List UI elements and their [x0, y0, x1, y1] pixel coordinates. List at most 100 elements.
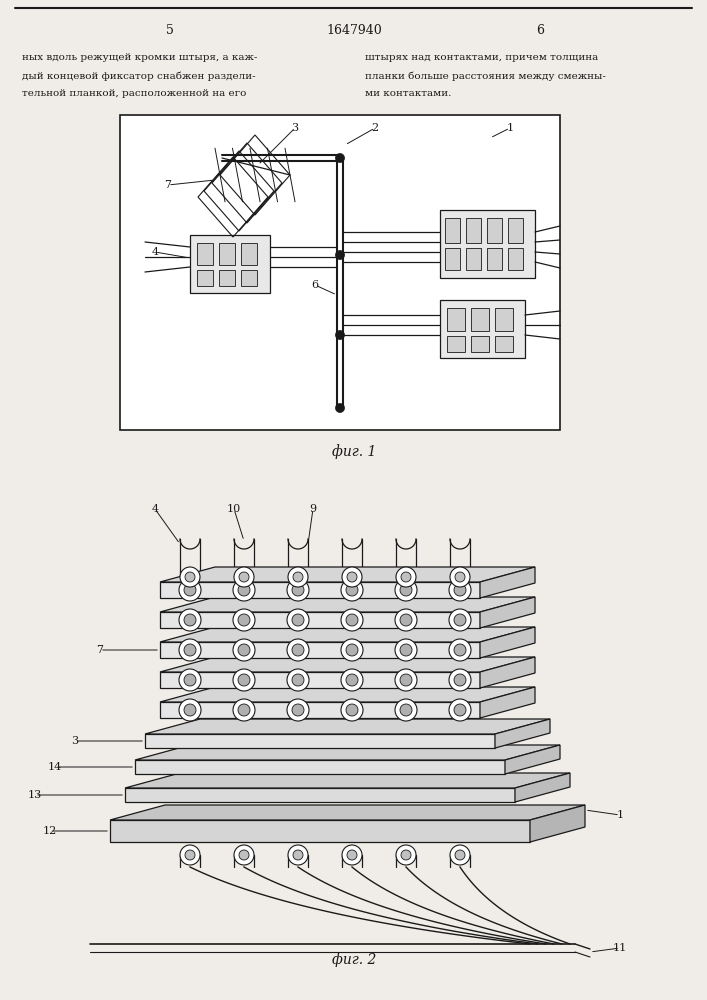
Circle shape	[400, 704, 412, 716]
Circle shape	[346, 614, 358, 626]
Circle shape	[449, 579, 471, 601]
Bar	[495, 336, 513, 352]
Text: 1: 1	[506, 123, 513, 133]
Circle shape	[454, 614, 466, 626]
Bar	[447, 308, 465, 331]
Circle shape	[400, 584, 412, 596]
Bar	[197, 243, 213, 265]
Bar	[197, 270, 213, 286]
Circle shape	[233, 639, 255, 661]
Circle shape	[346, 644, 358, 656]
Circle shape	[336, 403, 344, 412]
Circle shape	[288, 845, 308, 865]
Bar	[241, 243, 257, 265]
Text: дый концевой фиксатор снабжен раздели-: дый концевой фиксатор снабжен раздели-	[22, 71, 256, 81]
Text: штырях над контактами, причем толщина: штырях над контактами, причем толщина	[365, 53, 598, 62]
Bar	[471, 308, 489, 331]
Circle shape	[400, 674, 412, 686]
Circle shape	[450, 845, 470, 865]
Polygon shape	[505, 745, 560, 774]
Polygon shape	[125, 773, 570, 788]
Polygon shape	[160, 672, 480, 688]
Circle shape	[450, 567, 470, 587]
Polygon shape	[495, 719, 550, 748]
Circle shape	[233, 669, 255, 691]
Polygon shape	[160, 597, 535, 612]
Circle shape	[233, 579, 255, 601]
Circle shape	[179, 669, 201, 691]
Polygon shape	[110, 805, 585, 820]
Text: 11: 11	[613, 943, 627, 953]
Circle shape	[287, 669, 309, 691]
Circle shape	[341, 639, 363, 661]
Bar	[471, 336, 489, 352]
Text: 13: 13	[28, 790, 42, 800]
Circle shape	[396, 567, 416, 587]
Circle shape	[346, 584, 358, 596]
Circle shape	[395, 639, 417, 661]
Circle shape	[234, 567, 254, 587]
Circle shape	[341, 579, 363, 601]
Polygon shape	[480, 597, 535, 628]
Circle shape	[400, 644, 412, 656]
Circle shape	[395, 609, 417, 631]
Circle shape	[292, 614, 304, 626]
Circle shape	[184, 704, 196, 716]
Circle shape	[179, 609, 201, 631]
Circle shape	[292, 644, 304, 656]
Circle shape	[292, 674, 304, 686]
Circle shape	[454, 584, 466, 596]
Polygon shape	[125, 788, 515, 802]
Circle shape	[454, 644, 466, 656]
Circle shape	[336, 250, 344, 259]
Circle shape	[184, 644, 196, 656]
Circle shape	[179, 639, 201, 661]
Text: фиг. 1: фиг. 1	[332, 445, 376, 459]
Circle shape	[336, 153, 344, 162]
Text: планки больше расстояния между смежны-: планки больше расстояния между смежны-	[365, 71, 606, 81]
Circle shape	[292, 704, 304, 716]
Circle shape	[234, 845, 254, 865]
Text: 6: 6	[312, 280, 319, 290]
Bar	[219, 270, 235, 286]
Circle shape	[287, 639, 309, 661]
Text: 1: 1	[617, 810, 624, 820]
Circle shape	[179, 579, 201, 601]
Circle shape	[287, 609, 309, 631]
Bar	[495, 308, 513, 331]
Circle shape	[239, 572, 249, 582]
Polygon shape	[480, 627, 535, 658]
Bar	[508, 248, 523, 270]
Circle shape	[395, 699, 417, 721]
Polygon shape	[480, 567, 535, 598]
Circle shape	[346, 704, 358, 716]
Polygon shape	[160, 627, 535, 642]
Circle shape	[238, 704, 250, 716]
Polygon shape	[145, 719, 550, 734]
Circle shape	[396, 845, 416, 865]
Circle shape	[341, 609, 363, 631]
Text: 12: 12	[43, 826, 57, 836]
Text: 4: 4	[151, 247, 158, 257]
Circle shape	[287, 579, 309, 601]
Bar	[487, 248, 502, 270]
Circle shape	[342, 567, 362, 587]
Polygon shape	[110, 820, 530, 842]
Text: 7: 7	[96, 645, 103, 655]
Circle shape	[293, 572, 303, 582]
Circle shape	[238, 674, 250, 686]
Bar	[466, 218, 481, 243]
Circle shape	[238, 614, 250, 626]
Polygon shape	[160, 582, 480, 598]
Text: ми контактами.: ми контактами.	[365, 90, 451, 99]
Polygon shape	[480, 687, 535, 718]
Circle shape	[449, 639, 471, 661]
Circle shape	[184, 674, 196, 686]
Polygon shape	[160, 612, 480, 628]
Circle shape	[401, 572, 411, 582]
Text: ных вдоль режущей кромки штыря, а каж-: ных вдоль режущей кромки штыря, а каж-	[22, 53, 257, 62]
Circle shape	[400, 614, 412, 626]
Circle shape	[185, 572, 195, 582]
Bar	[440, 210, 535, 278]
Polygon shape	[160, 657, 535, 672]
